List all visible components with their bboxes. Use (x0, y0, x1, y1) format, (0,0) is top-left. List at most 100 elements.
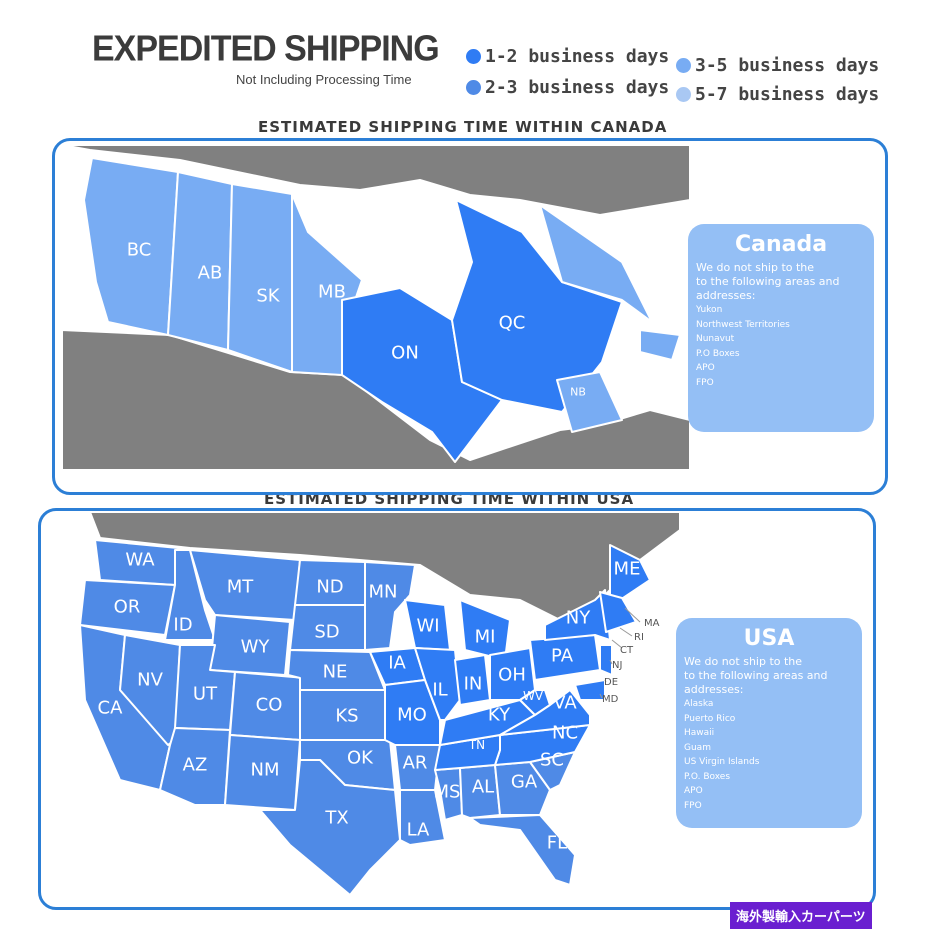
state-label-wy: WY (240, 636, 270, 658)
state-label-ny: NY (565, 607, 591, 629)
state-label-ct: CT (620, 645, 634, 656)
page-title: EXPEDITED SHIPPING (92, 29, 440, 69)
state-label-ga: GA (510, 771, 538, 793)
state-label-la: LA (406, 819, 430, 841)
state-label-sc: SC (540, 749, 564, 771)
state-label-id: ID (173, 614, 193, 636)
legend-3-5-days: 3-5 business days (676, 55, 879, 76)
state-label-co: CO (255, 694, 283, 716)
canada-land-above-usa (89, 511, 681, 621)
province-label-qc: QC (498, 312, 526, 334)
state-label-wi: WI (416, 615, 440, 637)
legend-dot-icon (676, 87, 691, 102)
state-az (159, 727, 231, 806)
excluded-area: Puerto Rico (684, 713, 736, 724)
state-label-ne: NE (322, 661, 348, 683)
state-label-ut: UT (192, 683, 218, 705)
state-label-wv: WV (522, 689, 544, 703)
state-label-nc: NC (551, 722, 579, 744)
state-new-england (599, 591, 637, 633)
legend-dot-icon (676, 58, 691, 73)
state-label-ks: KS (335, 705, 359, 727)
state-label-mt: MT (226, 576, 254, 598)
state-label-ia: IA (388, 652, 406, 674)
legend-label: 3-5 business days (695, 55, 880, 76)
state-wv (519, 689, 551, 716)
excluded-area: Northwest Territories (696, 319, 790, 330)
province-sk (227, 183, 293, 373)
state-label-il: IL (432, 679, 448, 701)
state-me (609, 544, 651, 601)
state-label-oh: OH (498, 664, 526, 686)
excluded-area: Hawaii (684, 728, 715, 738)
usa-info-intro: We do not ship to the to the following a… (684, 655, 854, 697)
state-tx (259, 759, 401, 896)
state-label-nv: NV (137, 669, 163, 691)
excluded-area: APO (684, 786, 703, 796)
excluded-area: FPO (684, 800, 702, 811)
canada-info-intro: We do not ship to the to the following a… (696, 261, 866, 303)
legend-1-2-days: 1-2 business days (466, 46, 669, 67)
excluded-area: APO (696, 363, 715, 373)
state-md-de (574, 679, 606, 701)
excluded-area: Guam (684, 742, 711, 753)
intro-line: addresses: (696, 289, 756, 302)
province-labrador (539, 204, 653, 323)
canada-north-land (61, 144, 691, 216)
province-label-bc: BC (126, 239, 152, 261)
legend-label: 2-3 business days (485, 77, 670, 98)
province-qc (451, 199, 623, 413)
intro-line: We do not ship to the (684, 655, 803, 668)
state-label-mo: MO (397, 704, 427, 726)
watermark: 海外製輸入カーパーツ (730, 902, 872, 929)
state-label-sd: SD (314, 621, 340, 643)
canada-heading: ESTIMATED SHIPPING TIME WITHIN CANADA (258, 118, 668, 136)
excluded-area: P.O Boxes (696, 348, 740, 359)
state-nj (599, 644, 613, 676)
legend-label: 1-2 business days (485, 46, 670, 67)
canada-info-title: Canada (734, 232, 828, 257)
excluded-area: US Virgin Islands (684, 757, 760, 767)
page-subtitle: Not Including Processing Time (236, 72, 412, 87)
usa-info-box: USA We do not ship to the to the followi… (676, 618, 862, 828)
state-label-in: IN (463, 673, 483, 695)
state-label-ok: OK (347, 747, 373, 769)
state-label-nj: NJ (612, 660, 623, 671)
province-ns (639, 329, 681, 361)
state-label-ar: AR (402, 752, 428, 774)
legend-2-3-days: 2-3 business days (466, 77, 669, 98)
legend-dot-icon (466, 49, 481, 64)
canada-info-box: Canada We do not ship to the to the foll… (688, 224, 874, 432)
state-label-nd: ND (316, 576, 344, 598)
usa-info-title: USA (743, 626, 795, 651)
state-fl (469, 814, 576, 886)
intro-line: addresses: (684, 683, 744, 696)
state-label-tx: TX (325, 807, 349, 829)
state-label-ma: MA (644, 618, 660, 629)
state-label-mi: MI (474, 626, 496, 648)
state-mt (189, 549, 301, 621)
province-label-mb: MB (318, 281, 346, 303)
province-nb (556, 371, 623, 433)
province-label-nb: NB (570, 385, 586, 399)
province-label-ab: AB (197, 262, 223, 284)
state-label-ms: MS (433, 781, 461, 803)
intro-line: We do not ship to the (696, 261, 815, 274)
excluded-area: FPO (696, 377, 714, 388)
state-label-me: ME (613, 558, 641, 580)
legend-5-7-days: 5-7 business days (676, 84, 879, 105)
state-label-pa: PA (550, 645, 574, 667)
intro-line: to the following areas and (696, 275, 840, 288)
excluded-area: Alaska (684, 699, 714, 709)
province-on (341, 287, 503, 463)
state-mn (364, 561, 416, 651)
state-label-md: MD (602, 694, 619, 705)
province-label-sk: SK (256, 285, 280, 307)
state-label-ri: RI (634, 632, 644, 643)
state-la (399, 789, 446, 846)
state-label-ca: CA (97, 697, 123, 719)
state-label-or: OR (113, 596, 141, 618)
excluded-area: P.O. Boxes (684, 771, 731, 782)
intro-line: to the following areas and (684, 669, 828, 682)
